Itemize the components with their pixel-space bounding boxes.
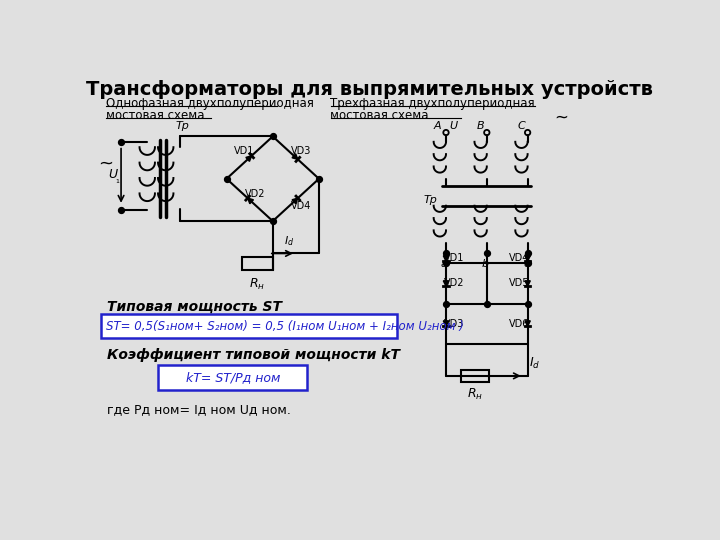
Text: ₁: ₁ xyxy=(115,174,119,185)
Text: Коэффициент типовой мощности kТ: Коэффициент типовой мощности kТ xyxy=(107,348,400,362)
Point xyxy=(522,259,534,268)
FancyBboxPatch shape xyxy=(101,314,397,338)
Text: Тр: Тр xyxy=(423,194,438,205)
Polygon shape xyxy=(444,281,449,286)
Point xyxy=(115,205,127,214)
Polygon shape xyxy=(444,321,449,326)
Polygon shape xyxy=(246,156,251,161)
Point xyxy=(522,299,534,308)
Text: $R_н$: $R_н$ xyxy=(249,276,266,292)
FancyBboxPatch shape xyxy=(158,365,307,390)
Point xyxy=(481,249,492,258)
Text: kТ= SТ/Pд ном: kТ= SТ/Pд ном xyxy=(186,371,280,384)
Point xyxy=(313,174,325,183)
Text: VD3: VD3 xyxy=(292,146,312,157)
Polygon shape xyxy=(292,154,298,159)
Text: Трехфазная двухполупериодная: Трехфазная двухполупериодная xyxy=(330,97,535,110)
Text: ~: ~ xyxy=(98,154,113,172)
Point xyxy=(440,249,451,258)
Text: Типовая мощность SТ: Типовая мощность SТ xyxy=(107,300,282,314)
Text: b: b xyxy=(482,259,489,269)
Text: где Pд ном= Iд ном Uд ном.: где Pд ном= Iд ном Uд ном. xyxy=(107,403,291,416)
Text: U: U xyxy=(449,122,458,131)
Polygon shape xyxy=(248,198,253,204)
Point xyxy=(221,174,233,183)
Point xyxy=(522,249,534,258)
Bar xyxy=(462,370,489,382)
Point xyxy=(440,299,451,308)
Text: a: a xyxy=(441,259,448,269)
Text: мостовая схема: мостовая схема xyxy=(106,109,204,122)
Text: Однофазная двухполупериодная: Однофазная двухполупериодная xyxy=(106,97,313,110)
Polygon shape xyxy=(525,256,531,261)
Text: $I_d$: $I_d$ xyxy=(284,234,294,248)
Text: VD2: VD2 xyxy=(245,188,266,199)
Point xyxy=(267,132,279,141)
Text: ~: ~ xyxy=(554,108,569,126)
Text: U: U xyxy=(108,168,117,181)
Text: c: c xyxy=(523,259,529,269)
Text: мостовая схема: мостовая схема xyxy=(330,109,429,122)
Text: Трансформаторы для выпрямительных устройств: Трансформаторы для выпрямительных устрой… xyxy=(86,80,652,99)
Point xyxy=(115,138,127,146)
Text: VD2: VD2 xyxy=(444,279,464,288)
Point xyxy=(481,299,492,308)
Point xyxy=(267,217,279,225)
Text: $I_d$: $I_d$ xyxy=(529,356,541,372)
Text: VD1: VD1 xyxy=(444,253,464,264)
Polygon shape xyxy=(525,321,531,326)
Text: VD4: VD4 xyxy=(509,253,529,264)
Text: VD6: VD6 xyxy=(509,319,529,328)
Bar xyxy=(242,257,273,269)
Text: VD5: VD5 xyxy=(509,279,529,288)
Text: $R_н$: $R_н$ xyxy=(467,387,483,402)
Polygon shape xyxy=(292,198,298,204)
Point xyxy=(440,259,451,268)
Text: VD1: VD1 xyxy=(234,146,254,157)
Text: B: B xyxy=(477,122,485,131)
Text: VD4: VD4 xyxy=(292,201,312,211)
Text: C: C xyxy=(518,122,526,131)
Text: SТ= 0,5(S₁ном+ S₂ном) = 0,5 (I₁ном U₁ном + I₂ном U₂ном ): SТ= 0,5(S₁ном+ S₂ном) = 0,5 (I₁ном U₁ном… xyxy=(106,320,464,333)
Polygon shape xyxy=(525,281,531,286)
Polygon shape xyxy=(444,256,449,261)
Text: A: A xyxy=(433,122,441,131)
Text: VD3: VD3 xyxy=(444,319,464,328)
Text: Тр: Тр xyxy=(176,121,189,131)
